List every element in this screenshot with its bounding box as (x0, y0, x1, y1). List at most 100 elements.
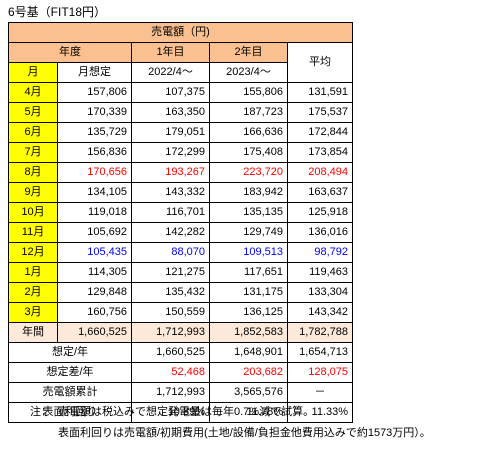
year2-cell: 129,749 (209, 222, 288, 243)
average-cell: 98,792 (286, 242, 354, 263)
average-cell: 163,637 (286, 182, 354, 203)
sales-table: 売電額（円) 年度 1年目 2年目 平均 月 月想定 2022/4～ 2023/… (7, 22, 354, 423)
header-year-row: 年度 1年目 2年目 平均 (8, 42, 354, 83)
average-cell: 208,494 (286, 162, 354, 183)
table-row: 6月 135,729 179,051 166,636 172,844 (8, 122, 354, 143)
year1-cell: 163,350 (131, 102, 210, 123)
header-period1: 2022/4～ (131, 62, 210, 83)
assumed-cell: 157,806 (57, 82, 132, 103)
year2-cell: 109,513 (209, 242, 288, 263)
notes-label: 注： (30, 406, 52, 418)
notes: 注： 売電額は税込みで想定発電量は毎年0.7%減で試算。 表面利回りは売電額/初… (30, 402, 431, 444)
table-row: 8月 170,656 193,267 223,720 208,494 (8, 162, 354, 183)
year2-cell: 166,636 (209, 122, 288, 143)
assumed-cell: 170,656 (57, 162, 132, 183)
month-cell: 5月 (8, 102, 58, 123)
average-cell: 175,537 (286, 102, 354, 123)
header-assumed: 月想定 (57, 62, 132, 83)
diff-year-row: 想定差/年 52,468 203,682 128,075 (8, 362, 354, 383)
table-row: 10月 119,018 116,701 135,135 125,918 (8, 202, 354, 223)
average-cell: 173,854 (286, 142, 354, 163)
year1-cell: 88,070 (131, 242, 210, 263)
annual-average: 1,782,788 (286, 322, 354, 343)
table-row: 11月 105,692 142,282 129,749 136,016 (8, 222, 354, 243)
annual-label: 年間 (8, 322, 58, 343)
table-row: 4月 157,806 107,375 155,806 131,591 (8, 82, 354, 103)
year1-cell: 143,332 (131, 182, 210, 203)
assumed-cell: 156,836 (57, 142, 132, 163)
assumed-cell: 135,729 (57, 122, 132, 143)
diff-year-label: 想定差/年 (8, 362, 132, 383)
year1-cell: 107,375 (131, 82, 210, 103)
year2-cell: 183,942 (209, 182, 288, 203)
year2-cell: 136,125 (209, 302, 288, 323)
header-month: 月 (8, 62, 58, 83)
diff-year-year1: 52,468 (131, 362, 210, 383)
cumulative-year2: 3,565,576 (209, 382, 288, 403)
month-cell: 2月 (8, 282, 58, 303)
year1-cell: 150,559 (131, 302, 210, 323)
assumed-cell: 170,339 (57, 102, 132, 123)
month-cell: 8月 (8, 162, 58, 183)
average-cell: 125,918 (286, 202, 354, 223)
yield-label: 表面利回り (8, 402, 132, 423)
table-row: 3月 160,756 150,559 136,125 143,342 (8, 302, 354, 323)
table-row: 9月 134,105 143,332 183,942 163,637 (8, 182, 354, 203)
header-year2: 2年目 (209, 42, 288, 63)
month-cell: 4月 (8, 82, 58, 103)
table-row: 12月 105,435 88,070 109,513 98,792 (8, 242, 354, 263)
year1-cell: 121,275 (131, 262, 210, 283)
average-cell: 133,304 (286, 282, 354, 303)
month-cell: 12月 (8, 242, 58, 263)
table-row: 1月 114,305 121,275 117,651 119,463 (8, 262, 354, 283)
average-cell: 136,016 (286, 222, 354, 243)
assumed-cell: 105,692 (57, 222, 132, 243)
year2-cell: 131,175 (209, 282, 288, 303)
header-year1: 1年目 (131, 42, 210, 63)
header-title-row: 売電額（円) (7, 22, 354, 43)
assumed-cell: 105,435 (57, 242, 132, 263)
header-average: 平均 (286, 42, 354, 83)
assumed-year-label: 想定/年 (8, 342, 132, 363)
diff-year-average: 128,075 (286, 362, 354, 383)
year1-cell: 193,267 (131, 162, 210, 183)
cumulative-year1: 1,712,993 (131, 382, 210, 403)
year1-cell: 135,432 (131, 282, 210, 303)
year2-cell: 175,408 (209, 142, 288, 163)
assumed-year-average: 1,654,713 (286, 342, 354, 363)
assumed-cell: 114,305 (57, 262, 132, 283)
year2-cell: 187,723 (209, 102, 288, 123)
table-row: 7月 156,836 172,299 175,408 173,854 (8, 142, 354, 163)
yield-average: 11.33% (286, 402, 354, 423)
cumulative-row: 売電額累計 1,712,993 3,565,576 － (8, 382, 354, 403)
month-cell: 7月 (8, 142, 58, 163)
month-cell: 9月 (8, 182, 58, 203)
year2-cell: 155,806 (209, 82, 288, 103)
header-year: 年度 (8, 42, 132, 63)
diff-year-year2: 203,682 (209, 362, 288, 383)
table-caption: 6号基（FIT18円） (8, 5, 107, 19)
notes-line2: 表面利回りは売電額/初期費用(土地/設備/負担金他費用込みで約1573万円）。 (58, 427, 431, 439)
notes-line1: 売電額は税込みで想定発電量は毎年0.7%減で試算。 (58, 406, 315, 418)
average-cell: 172,844 (286, 122, 354, 143)
year2-cell: 117,651 (209, 262, 288, 283)
cumulative-average: － (286, 382, 354, 403)
annual-year1: 1,712,993 (131, 322, 210, 343)
annual-row: 年間 1,660,525 1,712,993 1,852,583 1,782,7… (8, 322, 354, 343)
year1-cell: 179,051 (131, 122, 210, 143)
table-row: 2月 129,848 135,432 131,175 133,304 (8, 282, 354, 303)
average-cell: 131,591 (286, 82, 354, 103)
assumed-cell: 119,018 (57, 202, 132, 223)
assumed-year-year2: 1,648,901 (209, 342, 288, 363)
month-cell: 11月 (8, 222, 58, 243)
average-cell: 143,342 (286, 302, 354, 323)
month-cell: 3月 (8, 302, 58, 323)
annual-assumed: 1,660,525 (57, 322, 132, 343)
year1-cell: 142,282 (131, 222, 210, 243)
year1-cell: 116,701 (131, 202, 210, 223)
month-cell: 10月 (8, 202, 58, 223)
header-sub-row: 月 月想定 2022/4～ 2023/4～ (8, 62, 353, 83)
month-cell: 6月 (8, 122, 58, 143)
cumulative-label: 売電額累計 (8, 382, 132, 403)
